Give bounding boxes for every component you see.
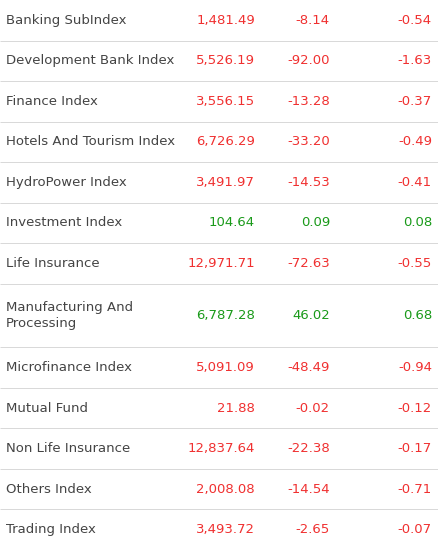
Text: Trading Index: Trading Index: [6, 523, 95, 536]
Text: Life Insurance: Life Insurance: [6, 257, 99, 270]
Text: 6,726.29: 6,726.29: [196, 135, 254, 149]
Text: Manufacturing And
Processing: Manufacturing And Processing: [6, 301, 133, 330]
Text: 12,837.64: 12,837.64: [187, 442, 254, 455]
Text: HydroPower Index: HydroPower Index: [6, 176, 127, 189]
Text: -0.49: -0.49: [397, 135, 431, 149]
Text: -0.02: -0.02: [295, 402, 329, 415]
Text: -22.38: -22.38: [286, 442, 329, 455]
Text: -33.20: -33.20: [286, 135, 329, 149]
Text: Hotels And Tourism Index: Hotels And Tourism Index: [6, 135, 175, 149]
Text: Banking SubIndex: Banking SubIndex: [6, 14, 126, 27]
Text: -0.37: -0.37: [397, 95, 431, 108]
Text: -2.65: -2.65: [295, 523, 329, 536]
Text: Finance Index: Finance Index: [6, 95, 98, 108]
Text: 21.88: 21.88: [217, 402, 254, 415]
Text: 0.08: 0.08: [402, 217, 431, 229]
Text: -48.49: -48.49: [287, 361, 329, 374]
Text: -8.14: -8.14: [295, 14, 329, 27]
Text: -0.55: -0.55: [397, 257, 431, 270]
Text: Mutual Fund: Mutual Fund: [6, 402, 88, 415]
Text: Others Index: Others Index: [6, 483, 92, 496]
Text: Investment Index: Investment Index: [6, 217, 122, 229]
Text: 1,481.49: 1,481.49: [196, 14, 254, 27]
Text: 5,091.09: 5,091.09: [196, 361, 254, 374]
Text: Development Bank Index: Development Bank Index: [6, 54, 174, 67]
Text: -92.00: -92.00: [287, 54, 329, 67]
Text: -0.54: -0.54: [397, 14, 431, 27]
Text: 104.64: 104.64: [208, 217, 254, 229]
Text: -0.12: -0.12: [397, 402, 431, 415]
Text: -72.63: -72.63: [286, 257, 329, 270]
Text: -0.71: -0.71: [397, 483, 431, 496]
Text: -0.94: -0.94: [397, 361, 431, 374]
Text: Microfinance Index: Microfinance Index: [6, 361, 132, 374]
Text: 46.02: 46.02: [292, 309, 329, 322]
Text: Non Life Insurance: Non Life Insurance: [6, 442, 130, 455]
Text: -14.54: -14.54: [287, 483, 329, 496]
Text: -1.63: -1.63: [397, 54, 431, 67]
Text: 3,491.97: 3,491.97: [196, 176, 254, 189]
Text: 3,493.72: 3,493.72: [195, 523, 254, 536]
Text: 3,556.15: 3,556.15: [195, 95, 254, 108]
Text: -0.17: -0.17: [397, 442, 431, 455]
Text: 5,526.19: 5,526.19: [195, 54, 254, 67]
Text: -14.53: -14.53: [286, 176, 329, 189]
Text: 2,008.08: 2,008.08: [196, 483, 254, 496]
Text: 0.68: 0.68: [402, 309, 431, 322]
Text: 0.09: 0.09: [300, 217, 329, 229]
Text: -0.07: -0.07: [397, 523, 431, 536]
Text: -0.41: -0.41: [397, 176, 431, 189]
Text: 6,787.28: 6,787.28: [196, 309, 254, 322]
Text: -13.28: -13.28: [286, 95, 329, 108]
Text: 12,971.71: 12,971.71: [187, 257, 254, 270]
